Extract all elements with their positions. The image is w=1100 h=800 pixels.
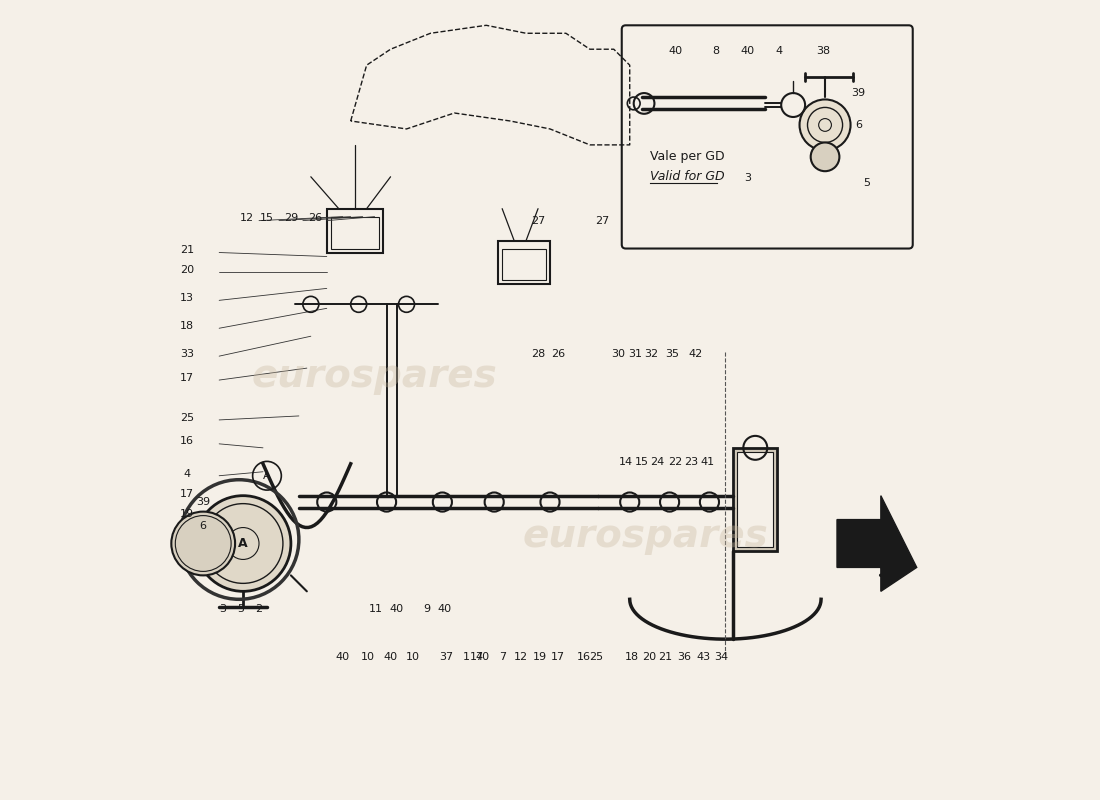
Text: 6: 6: [855, 120, 862, 130]
Text: 10: 10: [406, 652, 420, 662]
Text: 21: 21: [180, 245, 195, 255]
Circle shape: [172, 512, 235, 575]
Text: 17: 17: [180, 489, 195, 499]
Text: 28: 28: [531, 349, 546, 358]
Text: eurospares: eurospares: [252, 357, 497, 395]
Text: 20: 20: [642, 652, 657, 662]
Text: 11: 11: [370, 604, 383, 614]
Text: 35: 35: [666, 349, 679, 358]
Text: 4: 4: [776, 46, 782, 56]
Text: 39: 39: [196, 497, 210, 507]
Circle shape: [195, 496, 290, 591]
Text: 2: 2: [255, 604, 263, 614]
Text: 40: 40: [668, 46, 682, 56]
Text: 34: 34: [714, 652, 728, 662]
Text: eurospares: eurospares: [522, 517, 769, 554]
Text: 43: 43: [696, 652, 711, 662]
Text: 9: 9: [422, 604, 430, 614]
Text: 30: 30: [610, 349, 625, 358]
Text: 22: 22: [668, 457, 682, 467]
Text: 12: 12: [240, 214, 254, 223]
Circle shape: [811, 142, 839, 171]
Polygon shape: [837, 496, 916, 591]
Bar: [327, 209, 383, 253]
Text: 17: 17: [551, 652, 565, 662]
Text: 21: 21: [659, 652, 673, 662]
Text: 39: 39: [851, 88, 866, 98]
Text: 37: 37: [439, 652, 453, 662]
Text: 27: 27: [531, 216, 546, 226]
Text: 17: 17: [470, 652, 484, 662]
Text: 14: 14: [618, 457, 632, 467]
Text: 18: 18: [625, 652, 639, 662]
Text: 25: 25: [180, 413, 195, 422]
Text: Vale per GD: Vale per GD: [650, 150, 724, 163]
Text: 25: 25: [590, 652, 603, 662]
Text: 17: 17: [180, 373, 195, 382]
Text: 5: 5: [864, 178, 870, 188]
Bar: [498, 241, 550, 285]
Text: 16: 16: [180, 437, 195, 446]
Text: 13: 13: [180, 293, 195, 303]
Text: 18: 18: [180, 321, 195, 331]
Text: 27: 27: [595, 216, 609, 226]
Circle shape: [800, 99, 850, 150]
Text: 32: 32: [645, 349, 658, 358]
Text: Valid for GD: Valid for GD: [650, 170, 724, 183]
Text: 38: 38: [816, 46, 831, 56]
Text: 31: 31: [628, 349, 642, 358]
Text: 40: 40: [438, 604, 452, 614]
Text: 3: 3: [220, 604, 227, 614]
Bar: [734, 448, 778, 551]
Text: 16: 16: [578, 652, 592, 662]
Text: A: A: [239, 537, 248, 550]
Text: 40: 40: [389, 604, 404, 614]
Text: 1: 1: [463, 652, 470, 662]
Text: 8: 8: [713, 46, 719, 56]
Bar: [331, 217, 378, 249]
Text: 41: 41: [700, 457, 714, 467]
Text: 6: 6: [200, 521, 207, 531]
Text: 40: 40: [740, 46, 755, 56]
Text: 42: 42: [688, 349, 702, 358]
Text: 10: 10: [361, 652, 375, 662]
FancyBboxPatch shape: [621, 26, 913, 249]
Text: 33: 33: [180, 349, 195, 358]
Text: 29: 29: [284, 214, 298, 223]
Text: 40: 40: [336, 652, 350, 662]
Text: 23: 23: [684, 457, 699, 467]
Text: 4: 4: [184, 469, 190, 479]
Text: 19: 19: [180, 509, 195, 519]
Text: 12: 12: [514, 652, 528, 662]
Text: 40: 40: [475, 652, 490, 662]
Text: 3: 3: [745, 174, 751, 183]
Text: 19: 19: [532, 652, 547, 662]
Text: 24: 24: [650, 457, 664, 467]
Text: 40: 40: [384, 652, 397, 662]
Text: 7: 7: [498, 652, 506, 662]
Text: 15: 15: [635, 457, 649, 467]
Bar: [503, 249, 546, 281]
Text: A: A: [263, 470, 271, 481]
Text: 20: 20: [180, 265, 195, 275]
Text: 26: 26: [308, 214, 322, 223]
Text: 26: 26: [551, 349, 565, 358]
Text: 36: 36: [676, 652, 691, 662]
Text: 15: 15: [260, 214, 274, 223]
Bar: [737, 452, 773, 547]
Text: 5: 5: [238, 604, 244, 614]
